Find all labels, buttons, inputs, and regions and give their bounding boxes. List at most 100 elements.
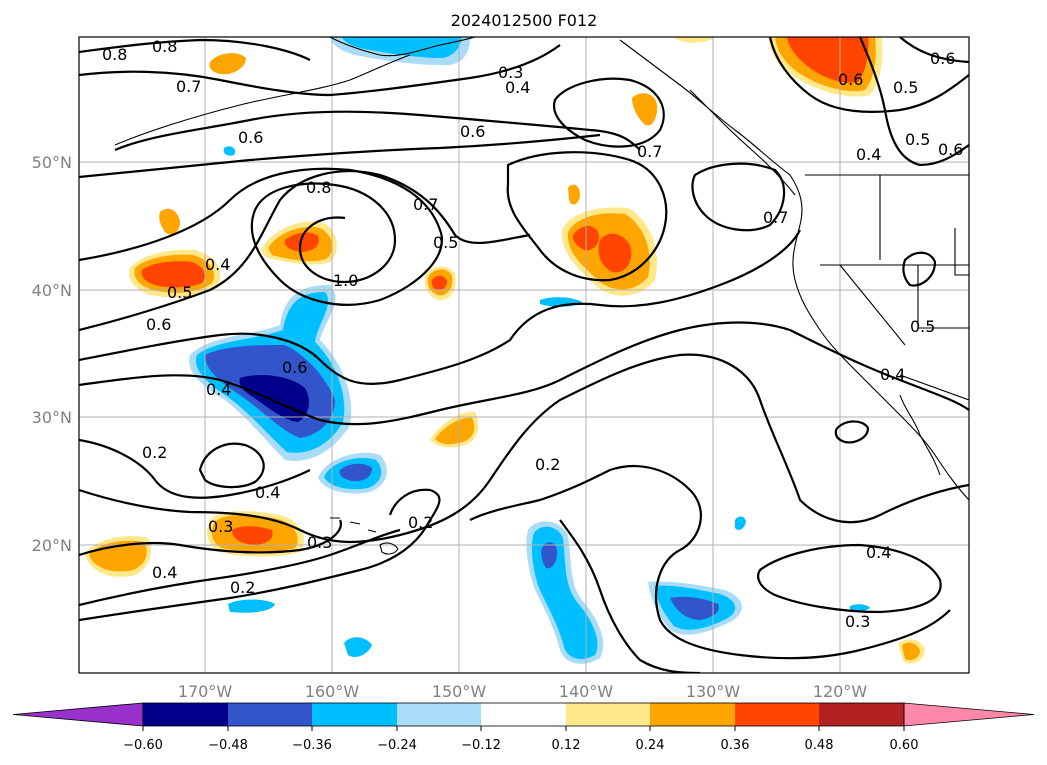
colorbar-segment: [143, 703, 228, 726]
lat-label-30n: 30°N: [32, 408, 72, 427]
contour-label: 0.5: [893, 78, 918, 97]
contour-label: 0.6: [460, 122, 485, 141]
contour-label: 0.5: [905, 130, 930, 149]
map-panel: 0.8 0.8 0.7 0.6 0.3 0.4 0.6 0.7 0.6 0.5 …: [78, 36, 970, 674]
shade-blue-region-7: [344, 637, 372, 657]
lon-label-150w: 150°W: [432, 682, 487, 701]
contour-label: 0.3: [307, 533, 332, 552]
colorbar-ticks: −0.60 −0.48 −0.36 −0.24 −0.12 0.12 0.24 …: [123, 726, 918, 753]
island-hawaii-2: [330, 517, 377, 533]
shade-blue-region-4c: [541, 542, 558, 569]
contour-line-9: [79, 438, 311, 499]
figure-title: 2024012500 F012: [451, 11, 598, 30]
colorbar-tick-label: −0.24: [377, 738, 417, 753]
contour-label: 0.6: [282, 358, 307, 377]
contour-label: 0.4: [505, 78, 530, 97]
contour-line-24: [559, 519, 701, 673]
lat-label-20n: 20°N: [32, 536, 72, 555]
colorbar-tick-label: 0.60: [890, 738, 919, 753]
shade-warm-region-7: [632, 93, 658, 126]
lon-label-120w: 120°W: [813, 682, 868, 701]
map-content: 0.8 0.8 0.7 0.6 0.3 0.4 0.6 0.7 0.6 0.5 …: [79, 37, 969, 673]
shade-blue-region-5c: [670, 596, 719, 620]
shade-warm-region-3c: [431, 275, 447, 291]
contour-label: 0.8: [102, 45, 127, 64]
contour-label: 0.4: [152, 563, 177, 582]
contour-line-3: [114, 110, 641, 152]
contour-labels: 0.8 0.8 0.7 0.6 0.3 0.4 0.6 0.7 0.6 0.5 …: [102, 37, 963, 631]
contour-line-6: [79, 170, 531, 332]
contour-line-25: [902, 251, 937, 287]
colorbar-segment: [397, 703, 481, 726]
colorbar-tick-label: −0.12: [461, 738, 501, 753]
contour-label: 0.4: [880, 365, 905, 384]
contour-label: 0.3: [208, 517, 233, 536]
contour-line-4: [79, 133, 601, 179]
shade-warm-region-11c: [232, 526, 273, 545]
colorbar-extend-min: [12, 702, 144, 727]
coastline-alaska: [329, 37, 476, 57]
contour-label: 0.6: [146, 315, 171, 334]
contour-line-7: [79, 229, 801, 385]
shade-blue-region-11: [223, 146, 236, 156]
colorbar-segment: [819, 703, 904, 726]
longitude-labels: 170°W 160°W 150°W 140°W 130°W 120°W: [178, 682, 868, 701]
contour-label: 0.2: [408, 513, 433, 532]
lon-label-160w: 160°W: [305, 682, 360, 701]
colorbar-segment: [481, 703, 566, 726]
contour-line-5: [79, 167, 443, 306]
contour-line-23: [899, 37, 969, 64]
coastlines: [114, 37, 969, 555]
contour-line-20: [691, 162, 786, 232]
colorbar-tick-label: −0.60: [123, 738, 163, 753]
shade-warm-region-2c: [284, 232, 319, 252]
contour-label: 0.4: [206, 380, 231, 399]
colorbar-segment: [650, 703, 735, 726]
colorbar-extend-max: [903, 702, 1035, 727]
shade-warm-region-4d: [598, 233, 632, 273]
contour-line-13: [79, 488, 441, 622]
latitude-labels: 50°N 40°N 30°N 20°N: [32, 153, 72, 555]
contour-line-22: [858, 37, 969, 167]
colorbar-segment: [735, 703, 819, 726]
lon-label-130w: 130°W: [686, 682, 741, 701]
shade-warm-region-10b: [435, 417, 475, 445]
shade-warm-region-13b: [902, 642, 920, 661]
contour-label: 0.4: [205, 255, 230, 274]
contours: [79, 37, 969, 673]
contour-label: 1.0: [333, 271, 358, 290]
lon-label-140w: 140°W: [559, 682, 614, 701]
contour-label: 0.7: [176, 77, 201, 96]
contour-label: 0.7: [637, 142, 662, 161]
colorbar-tick-label: −0.48: [208, 738, 248, 753]
lat-label-40n: 40°N: [32, 281, 72, 300]
contour-label: 0.4: [255, 483, 280, 502]
coastline-baja-california: [899, 394, 941, 476]
shade-warm-region-1c: [141, 261, 205, 288]
colorbar-tick-label: 0.12: [552, 738, 581, 753]
border-us-mexico: [899, 374, 969, 401]
contour-label: 0.5: [167, 283, 192, 302]
contour-label: 0.4: [856, 145, 881, 164]
shade-blue-region-9: [735, 516, 746, 530]
contour-label: 0.7: [763, 208, 788, 227]
shade-blue-region-10: [850, 604, 870, 612]
contour-label: 0.6: [238, 128, 263, 147]
colorbar: −0.60 −0.48 −0.36 −0.24 −0.12 0.12 0.24 …: [12, 702, 1035, 753]
shade-blue-region-3b: [341, 37, 462, 58]
contour-line-12: [79, 528, 401, 607]
contour-line-11: [79, 519, 343, 557]
contour-label: 0.6: [930, 49, 955, 68]
shade-warm-region-8: [209, 53, 246, 75]
coastline-aleutians: [114, 54, 411, 146]
colorbar-frame: [142, 702, 905, 727]
contour-label: 0.5: [910, 317, 935, 336]
lat-label-50n: 50°N: [32, 153, 72, 172]
map-frame: [78, 36, 970, 674]
contour-line-21: [768, 37, 969, 113]
shade-warm-region-1d: [159, 208, 180, 235]
contour-line-15: [757, 543, 942, 614]
contour-line-18: [552, 77, 665, 148]
contour-line-1: [79, 38, 311, 61]
